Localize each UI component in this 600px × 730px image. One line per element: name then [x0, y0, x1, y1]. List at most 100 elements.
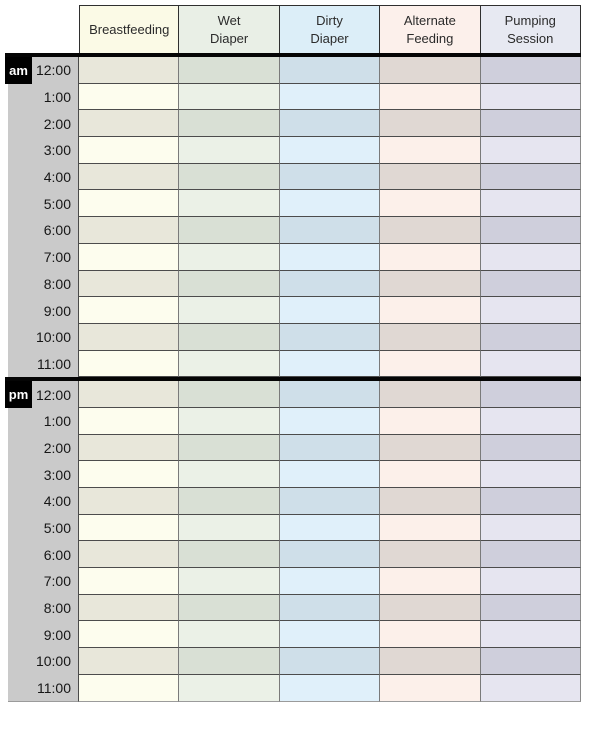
log-cell-am-400-alternate-feeding — [380, 163, 481, 191]
log-cell-pm-100-breastfeeding — [79, 407, 180, 435]
log-cell-am-900-breastfeeding — [79, 297, 180, 324]
column-header-alternate-feeding: Alternate Feeding — [380, 5, 481, 53]
log-cell-am-100-breastfeeding — [79, 83, 180, 111]
log-cell-am-300-pumping-session — [480, 137, 581, 164]
log-cell-am-800-alternate-feeding — [380, 270, 481, 298]
time-label-am-600: 6:00 — [8, 217, 79, 244]
log-cell-pm-1200-breastfeeding — [79, 381, 180, 408]
am-badge: am — [5, 57, 32, 84]
pm-rows-grid: 12:00 1:00 2:00 3:00 4:00 5:00 6:00 7:00 8:00 9:0… — [8, 381, 581, 702]
log-cell-pm-400-pumping-session — [480, 488, 581, 515]
log-cell-am-500-pumping-session — [480, 190, 581, 218]
log-cell-am-200-alternate-feeding — [380, 110, 481, 138]
pm-section: pm 12:00 1:00 2:00 3:00 4:00 5:00 6:00 7:00 8:00… — [5, 381, 581, 702]
log-cell-pm-200-pumping-session — [480, 434, 581, 462]
log-cell-am-100-alternate-feeding — [380, 83, 481, 111]
log-cell-am-1000-wet-diaper — [179, 323, 280, 351]
log-cell-am-1100-dirty-diaper — [279, 350, 381, 378]
log-cell-pm-900-alternate-feeding — [380, 621, 481, 649]
log-cell-pm-100-wet-diaper — [179, 407, 280, 435]
log-cell-am-800-dirty-diaper — [279, 270, 381, 298]
time-label-pm-400: 4:00 — [8, 488, 79, 515]
log-cell-am-1200-wet-diaper — [179, 57, 280, 84]
column-header-breastfeeding: Breastfeeding — [79, 5, 180, 53]
log-cell-am-1200-alternate-feeding — [380, 57, 481, 84]
log-cell-am-1100-wet-diaper — [179, 350, 280, 378]
log-cell-am-500-breastfeeding — [79, 190, 180, 218]
log-cell-pm-1100-pumping-session — [480, 674, 581, 702]
log-cell-pm-600-alternate-feeding — [380, 541, 481, 569]
log-cell-am-1200-breastfeeding — [79, 57, 180, 84]
log-cell-am-1100-breastfeeding — [79, 350, 180, 378]
time-label-pm-200: 2:00 — [8, 434, 79, 462]
log-cell-am-400-breastfeeding — [79, 163, 180, 191]
time-label-am-300: 3:00 — [8, 137, 79, 164]
log-cell-pm-1200-wet-diaper — [179, 381, 280, 408]
log-cell-pm-400-alternate-feeding — [380, 488, 481, 515]
log-cell-am-400-pumping-session — [480, 163, 581, 191]
log-cell-am-600-pumping-session — [480, 217, 581, 244]
log-cell-pm-500-alternate-feeding — [380, 514, 481, 542]
log-cell-am-500-alternate-feeding — [380, 190, 481, 218]
time-label-pm-900: 9:00 — [8, 621, 79, 649]
log-cell-pm-1100-wet-diaper — [179, 674, 280, 702]
log-cell-pm-300-breastfeeding — [79, 461, 180, 488]
log-cell-am-700-wet-diaper — [179, 243, 280, 271]
column-header-pumping-session: Pumping Session — [480, 5, 581, 53]
log-cell-pm-1200-pumping-session — [480, 381, 581, 408]
time-label-am-1100: 11:00 — [8, 350, 79, 378]
log-cell-pm-200-wet-diaper — [179, 434, 280, 462]
pm-badge: pm — [5, 381, 32, 408]
log-cell-pm-300-wet-diaper — [179, 461, 280, 488]
log-cell-pm-1000-wet-diaper — [179, 648, 280, 675]
log-cell-pm-100-pumping-session — [480, 407, 581, 435]
log-cell-am-800-wet-diaper — [179, 270, 280, 298]
log-cell-am-300-breastfeeding — [79, 137, 180, 164]
log-cell-am-100-wet-diaper — [179, 83, 280, 111]
log-cell-am-1000-alternate-feeding — [380, 323, 481, 351]
log-cell-pm-1200-dirty-diaper — [279, 381, 381, 408]
log-cell-pm-800-pumping-session — [480, 594, 581, 622]
time-label-am-900: 9:00 — [8, 297, 79, 324]
header-corner-spacer — [8, 5, 79, 53]
log-cell-am-700-alternate-feeding — [380, 243, 481, 271]
log-cell-am-1200-dirty-diaper — [279, 57, 381, 84]
log-cell-pm-900-wet-diaper — [179, 621, 280, 649]
time-label-am-800: 8:00 — [8, 270, 79, 298]
log-cell-am-1000-dirty-diaper — [279, 323, 381, 351]
log-cell-pm-800-breastfeeding — [79, 594, 180, 622]
log-cell-pm-300-pumping-session — [480, 461, 581, 488]
log-cell-am-700-dirty-diaper — [279, 243, 381, 271]
log-cell-pm-500-dirty-diaper — [279, 514, 381, 542]
log-cell-pm-100-dirty-diaper — [279, 407, 381, 435]
log-cell-am-500-wet-diaper — [179, 190, 280, 218]
log-cell-pm-900-dirty-diaper — [279, 621, 381, 649]
log-cell-pm-500-breastfeeding — [79, 514, 180, 542]
log-cell-pm-900-breastfeeding — [79, 621, 180, 649]
log-cell-pm-700-alternate-feeding — [380, 568, 481, 595]
baby-log-tracking-sheet: Breastfeeding Wet Diaper Dirty Diaper Al… — [5, 5, 581, 702]
time-label-pm-800: 8:00 — [8, 594, 79, 622]
log-cell-pm-600-breastfeeding — [79, 541, 180, 569]
time-label-am-100: 1:00 — [8, 83, 79, 111]
header-divider-line — [5, 53, 581, 57]
log-cell-pm-1100-dirty-diaper — [279, 674, 381, 702]
log-cell-am-100-pumping-session — [480, 83, 581, 111]
log-cell-pm-600-pumping-session — [480, 541, 581, 569]
log-cell-pm-1100-alternate-feeding — [380, 674, 481, 702]
log-cell-pm-300-alternate-feeding — [380, 461, 481, 488]
time-label-pm-1000: 10:00 — [8, 648, 79, 675]
log-cell-pm-200-alternate-feeding — [380, 434, 481, 462]
log-cell-am-200-breastfeeding — [79, 110, 180, 138]
log-cell-pm-700-wet-diaper — [179, 568, 280, 595]
log-cell-pm-200-breastfeeding — [79, 434, 180, 462]
time-label-pm-1100: 11:00 — [8, 674, 79, 702]
log-cell-pm-400-wet-diaper — [179, 488, 280, 515]
log-cell-am-300-wet-diaper — [179, 137, 280, 164]
log-cell-pm-600-wet-diaper — [179, 541, 280, 569]
time-label-am-200: 2:00 — [8, 110, 79, 138]
log-cell-am-900-dirty-diaper — [279, 297, 381, 324]
log-cell-pm-1000-pumping-session — [480, 648, 581, 675]
log-cell-am-700-pumping-session — [480, 243, 581, 271]
log-cell-pm-1100-breastfeeding — [79, 674, 180, 702]
